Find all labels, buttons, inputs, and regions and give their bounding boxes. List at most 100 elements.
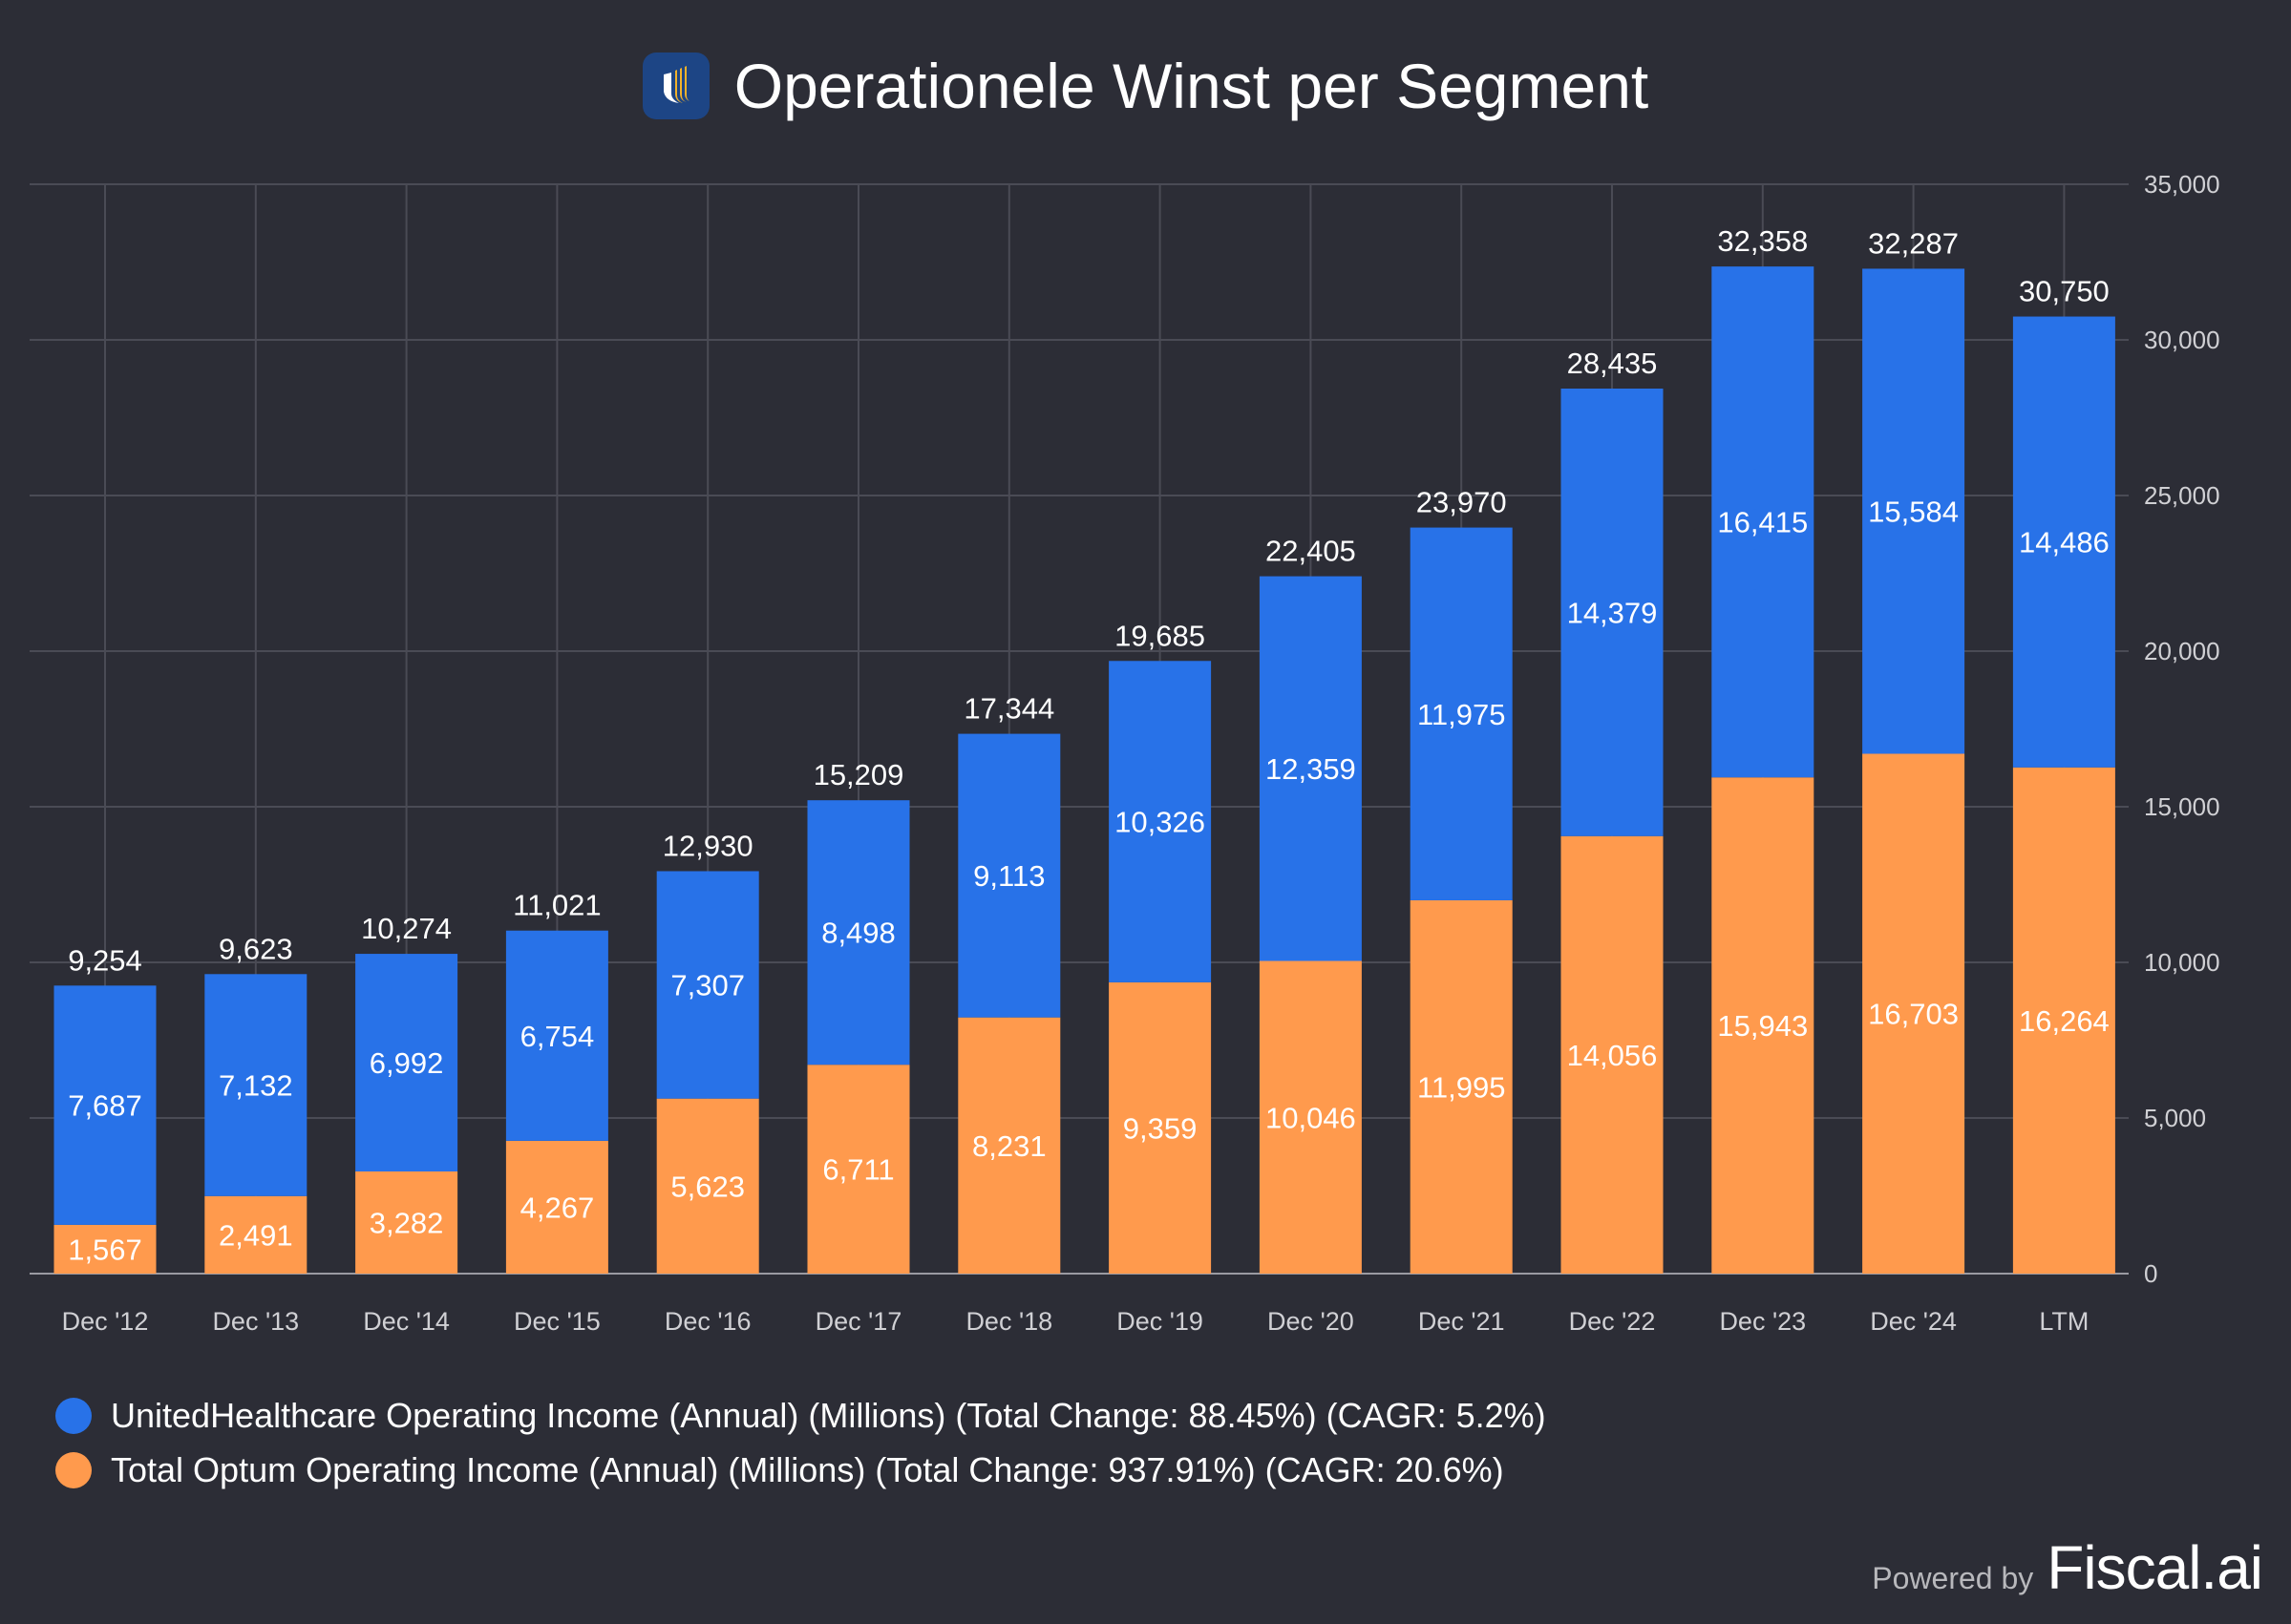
x-tick-label: Dec '20: [1267, 1307, 1354, 1336]
total-value-label: 9,254: [68, 943, 142, 977]
x-tick-label: Dec '16: [665, 1307, 752, 1336]
segment-value-label: 10,326: [1114, 806, 1205, 839]
bar-unitedhealthcare: [1560, 389, 1664, 836]
bar-unitedhealthcare: [53, 985, 157, 1225]
segment-value-label: 7,307: [670, 969, 745, 1002]
unitedhealth-logo-icon: [642, 53, 710, 119]
bar-optum: [505, 1140, 608, 1274]
bar-unitedhealthcare: [204, 974, 308, 1196]
segment-value-label: 15,943: [1717, 1009, 1808, 1043]
segment-value-label: 14,056: [1567, 1039, 1658, 1072]
segment-value-label: 11,995: [1417, 1070, 1506, 1104]
chart-title: Operationele Winst per Segment: [733, 51, 1649, 121]
segment-value-label: 9,113: [973, 859, 1045, 893]
legend-marker-blue: [55, 1398, 92, 1434]
bar-optum: [204, 1195, 308, 1274]
x-tick-label: Dec '18: [965, 1307, 1052, 1336]
segment-value-label: 14,486: [2019, 526, 2110, 559]
total-value-label: 19,685: [1114, 619, 1205, 652]
y-tick-label: 35,000: [2144, 170, 2220, 199]
total-value-label: 32,358: [1717, 224, 1808, 258]
y-tick-label: 30,000: [2144, 326, 2220, 354]
segment-value-label: 16,703: [1868, 998, 1959, 1031]
legend-label: Total Optum Operating Income (Annual) (M…: [111, 1450, 1504, 1489]
bar-optum: [1259, 960, 1362, 1274]
segment-value-label: 14,379: [1567, 596, 1658, 629]
segment-value-label: 9,359: [1123, 1111, 1198, 1145]
segment-value-label: 12,359: [1265, 752, 1356, 786]
bar-optum: [807, 1065, 910, 1274]
bar-unitedhealthcare: [656, 871, 759, 1099]
legend-item-unitedhealthcare[interactable]: UnitedHealthcare Operating Income (Annua…: [55, 1396, 1546, 1436]
bar-unitedhealthcare: [1109, 661, 1212, 982]
y-tick-label: 5,000: [2144, 1104, 2206, 1132]
segment-value-label: 11,975: [1417, 698, 1506, 731]
x-tick-label: Dec '21: [1418, 1307, 1505, 1336]
segment-value-label: 6,754: [520, 1020, 595, 1053]
segment-value-label: 5,623: [670, 1170, 745, 1203]
bar-unitedhealthcare: [1410, 527, 1513, 900]
segment-value-label: 6,711: [822, 1153, 894, 1187]
bar-optum: [1862, 753, 1965, 1274]
total-value-label: 9,623: [219, 932, 293, 965]
total-value-label: 15,209: [814, 758, 904, 791]
x-tick-label: Dec '17: [816, 1307, 902, 1336]
segment-value-label: 15,584: [1868, 495, 1959, 528]
segment-value-label: 4,267: [520, 1191, 595, 1224]
bar-optum: [1109, 981, 1212, 1274]
y-tick-label: 20,000: [2144, 637, 2220, 665]
fiscal-ai-logo: Fiscal.ai: [2047, 1533, 2263, 1602]
bar-optum: [2012, 767, 2115, 1274]
bar-optum: [355, 1171, 458, 1274]
chart-header: Operationele Winst per Segment: [0, 50, 2291, 122]
y-tick-label: 15,000: [2144, 792, 2220, 821]
x-tick-label: Dec '23: [1719, 1307, 1806, 1336]
segment-value-label: 2,491: [219, 1218, 293, 1252]
segment-value-label: 8,498: [821, 917, 896, 950]
total-value-label: 22,405: [1265, 535, 1356, 568]
total-value-label: 11,021: [513, 889, 602, 922]
stacked-bar-chart: 0 5,000 10,000 15,000 20,000 25,000 30,000 35,0…: [30, 170, 2220, 1336]
segment-value-label: 7,132: [219, 1069, 293, 1103]
legend-marker-orange: [55, 1452, 92, 1488]
powered-by-fiscal-ai[interactable]: Powered by Fiscal.ai: [1872, 1532, 2263, 1603]
x-tick-label: Dec '14: [363, 1307, 450, 1336]
x-tick-label: Dec '15: [514, 1307, 601, 1336]
bar-unitedhealthcare: [355, 954, 458, 1172]
total-value-label: 28,435: [1567, 347, 1658, 380]
legend-item-optum[interactable]: Total Optum Operating Income (Annual) (M…: [55, 1450, 1504, 1490]
total-value-label: 30,750: [2019, 275, 2110, 308]
segment-value-label: 3,282: [370, 1207, 444, 1240]
x-tick-label: Dec '24: [1870, 1307, 1957, 1336]
segment-value-label: 1,567: [68, 1233, 142, 1266]
total-value-label: 17,344: [964, 692, 1054, 726]
bar-optum: [958, 1017, 1061, 1274]
bar-unitedhealthcare: [807, 800, 910, 1065]
bar-optum: [1711, 777, 1814, 1274]
bar-unitedhealthcare: [1711, 266, 1814, 778]
bar-optum: [1560, 835, 1664, 1274]
segment-value-label: 10,046: [1265, 1101, 1356, 1134]
bar-unitedhealthcare: [2012, 316, 2115, 768]
total-value-label: 12,930: [663, 829, 753, 862]
segment-value-label: 7,687: [68, 1089, 142, 1123]
bar-optum: [53, 1224, 157, 1274]
bar-optum: [656, 1098, 759, 1274]
x-tick-label: Dec '19: [1116, 1307, 1203, 1336]
bar-unitedhealthcare: [958, 733, 1061, 1018]
total-value-label: 23,970: [1416, 486, 1507, 519]
segment-value-label: 8,231: [972, 1129, 1047, 1163]
bar-unitedhealthcare: [1259, 576, 1362, 961]
legend-label: UnitedHealthcare Operating Income (Annua…: [111, 1396, 1546, 1435]
y-tick-label: 0: [2144, 1259, 2157, 1288]
bar-unitedhealthcare: [505, 930, 608, 1141]
y-tick-label: 10,000: [2144, 948, 2220, 977]
powered-by-label: Powered by: [1872, 1561, 2034, 1595]
total-value-label: 32,287: [1868, 226, 1959, 260]
total-value-label: 10,274: [361, 912, 452, 945]
bar-unitedhealthcare: [1862, 268, 1965, 754]
x-tick-label: LTM: [2039, 1307, 2089, 1336]
segment-value-label: 16,415: [1717, 506, 1808, 539]
segment-value-label: 16,264: [2019, 1004, 2110, 1038]
x-tick-label: Dec '13: [212, 1307, 299, 1336]
